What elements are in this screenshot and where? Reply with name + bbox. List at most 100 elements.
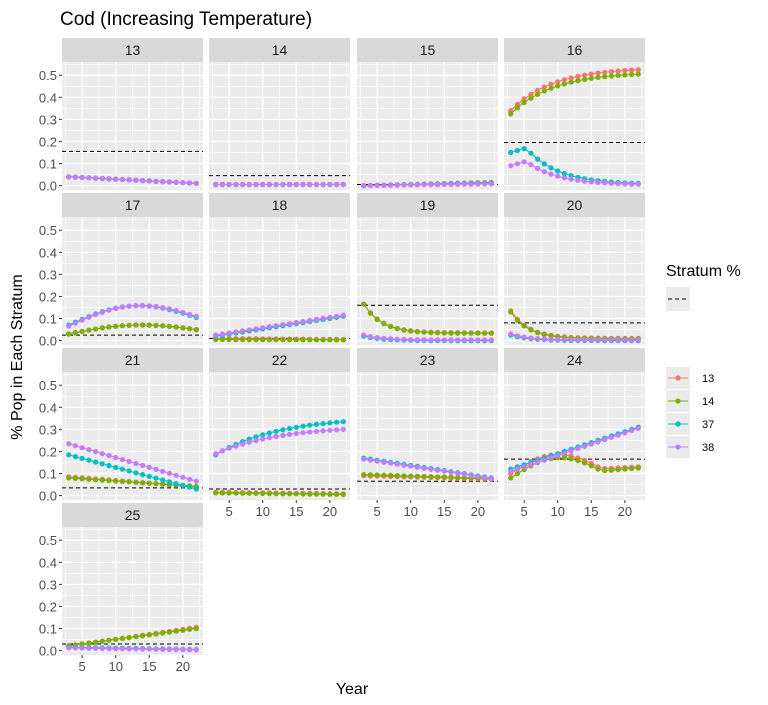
data-point-38 xyxy=(293,319,299,326)
data-point-38 xyxy=(300,181,306,188)
data-point-37 xyxy=(66,452,72,458)
facet-19: 19 xyxy=(357,193,498,345)
data-point-14 xyxy=(521,323,527,329)
y-tick-label: 0.5 xyxy=(39,68,57,83)
data-point-38 xyxy=(482,474,488,480)
data-point-13 xyxy=(561,77,568,83)
data-point-37 xyxy=(173,481,179,487)
data-point-38 xyxy=(595,337,601,343)
data-point-38 xyxy=(273,181,279,188)
data-point-14 xyxy=(287,337,293,343)
data-point-13 xyxy=(622,67,628,74)
data-point-37 xyxy=(72,454,78,460)
data-point-38 xyxy=(608,434,615,440)
x-tick-label: 20 xyxy=(471,504,485,519)
data-point-38 xyxy=(307,181,313,188)
x-tick-label: 15 xyxy=(437,504,451,519)
data-point-14 xyxy=(79,328,85,334)
data-point-38 xyxy=(327,427,333,433)
data-point-14 xyxy=(441,474,447,480)
data-point-14 xyxy=(86,476,92,482)
data-point-14 xyxy=(287,491,293,497)
data-point-38 xyxy=(514,333,521,339)
data-point-38 xyxy=(320,315,326,321)
data-point-38 xyxy=(615,181,621,187)
data-point-38 xyxy=(133,303,139,309)
x-tick-label: 20 xyxy=(176,659,190,674)
data-point-38 xyxy=(226,330,232,336)
data-point-38 xyxy=(246,181,252,188)
x-tick-label: 15 xyxy=(289,504,303,519)
data-point-38 xyxy=(461,337,467,343)
data-point-14 xyxy=(72,330,78,336)
data-point-37 xyxy=(300,423,306,429)
data-point-38 xyxy=(173,472,179,478)
data-point-38 xyxy=(99,175,105,182)
data-point-14 xyxy=(280,337,286,343)
data-point-37 xyxy=(99,461,105,467)
facet-strip xyxy=(62,193,203,217)
data-point-38 xyxy=(300,430,306,436)
data-point-38 xyxy=(153,466,159,472)
data-point-38 xyxy=(367,334,373,340)
data-point-14 xyxy=(93,326,99,332)
y-tick-label: 0.1 xyxy=(39,467,57,482)
data-point-38 xyxy=(468,472,474,478)
data-point-38 xyxy=(595,439,601,445)
legend-key-point xyxy=(675,444,681,450)
data-point-38 xyxy=(468,181,474,187)
y-tick-label: 0.5 xyxy=(39,378,57,393)
data-point-14 xyxy=(421,329,427,335)
data-point-14 xyxy=(266,337,272,343)
data-point-38 xyxy=(528,461,534,468)
y-tick-label: 0.5 xyxy=(39,223,57,238)
y-tick-label: 0.0 xyxy=(39,334,57,349)
data-point-38 xyxy=(394,336,400,342)
data-point-14 xyxy=(226,336,232,343)
data-point-38 xyxy=(361,456,367,462)
data-point-37 xyxy=(113,464,119,470)
data-point-14 xyxy=(541,332,547,338)
y-tick-label: 0.0 xyxy=(39,489,57,504)
data-point-38 xyxy=(401,462,407,468)
facet-strip xyxy=(504,348,645,372)
data-point-38 xyxy=(153,178,159,184)
data-point-14 xyxy=(320,491,326,497)
data-point-38 xyxy=(334,313,340,319)
data-point-14 xyxy=(313,491,319,497)
data-point-38 xyxy=(582,443,588,449)
data-point-38 xyxy=(86,175,92,181)
data-point-14 xyxy=(246,337,252,343)
data-point-14 xyxy=(388,324,394,330)
data-point-38 xyxy=(408,463,414,469)
data-point-38 xyxy=(113,454,119,461)
legend-key-point xyxy=(675,421,681,427)
data-point-38 xyxy=(213,181,219,188)
data-point-14 xyxy=(441,330,447,336)
data-point-38 xyxy=(140,178,146,184)
data-point-14 xyxy=(313,337,319,343)
data-point-38 xyxy=(374,335,380,341)
data-point-13 xyxy=(568,75,574,81)
data-point-14 xyxy=(615,467,621,473)
data-point-14 xyxy=(146,480,152,486)
data-point-38 xyxy=(106,453,112,459)
data-point-38 xyxy=(133,177,139,183)
data-point-38 xyxy=(287,181,293,188)
data-point-14 xyxy=(448,330,454,336)
facet-label: 20 xyxy=(567,197,583,213)
y-tick-label: 0.1 xyxy=(39,622,57,637)
data-point-38 xyxy=(441,181,447,188)
data-point-14 xyxy=(561,455,568,461)
data-point-38 xyxy=(193,647,199,653)
data-point-14 xyxy=(629,465,635,472)
legend-key-point xyxy=(675,375,681,381)
data-point-38 xyxy=(173,179,179,185)
data-point-37 xyxy=(514,147,521,154)
data-point-38 xyxy=(266,181,272,188)
data-point-37 xyxy=(555,168,561,174)
data-point-14 xyxy=(374,316,380,322)
data-point-14 xyxy=(635,465,641,471)
data-point-38 xyxy=(367,457,373,463)
